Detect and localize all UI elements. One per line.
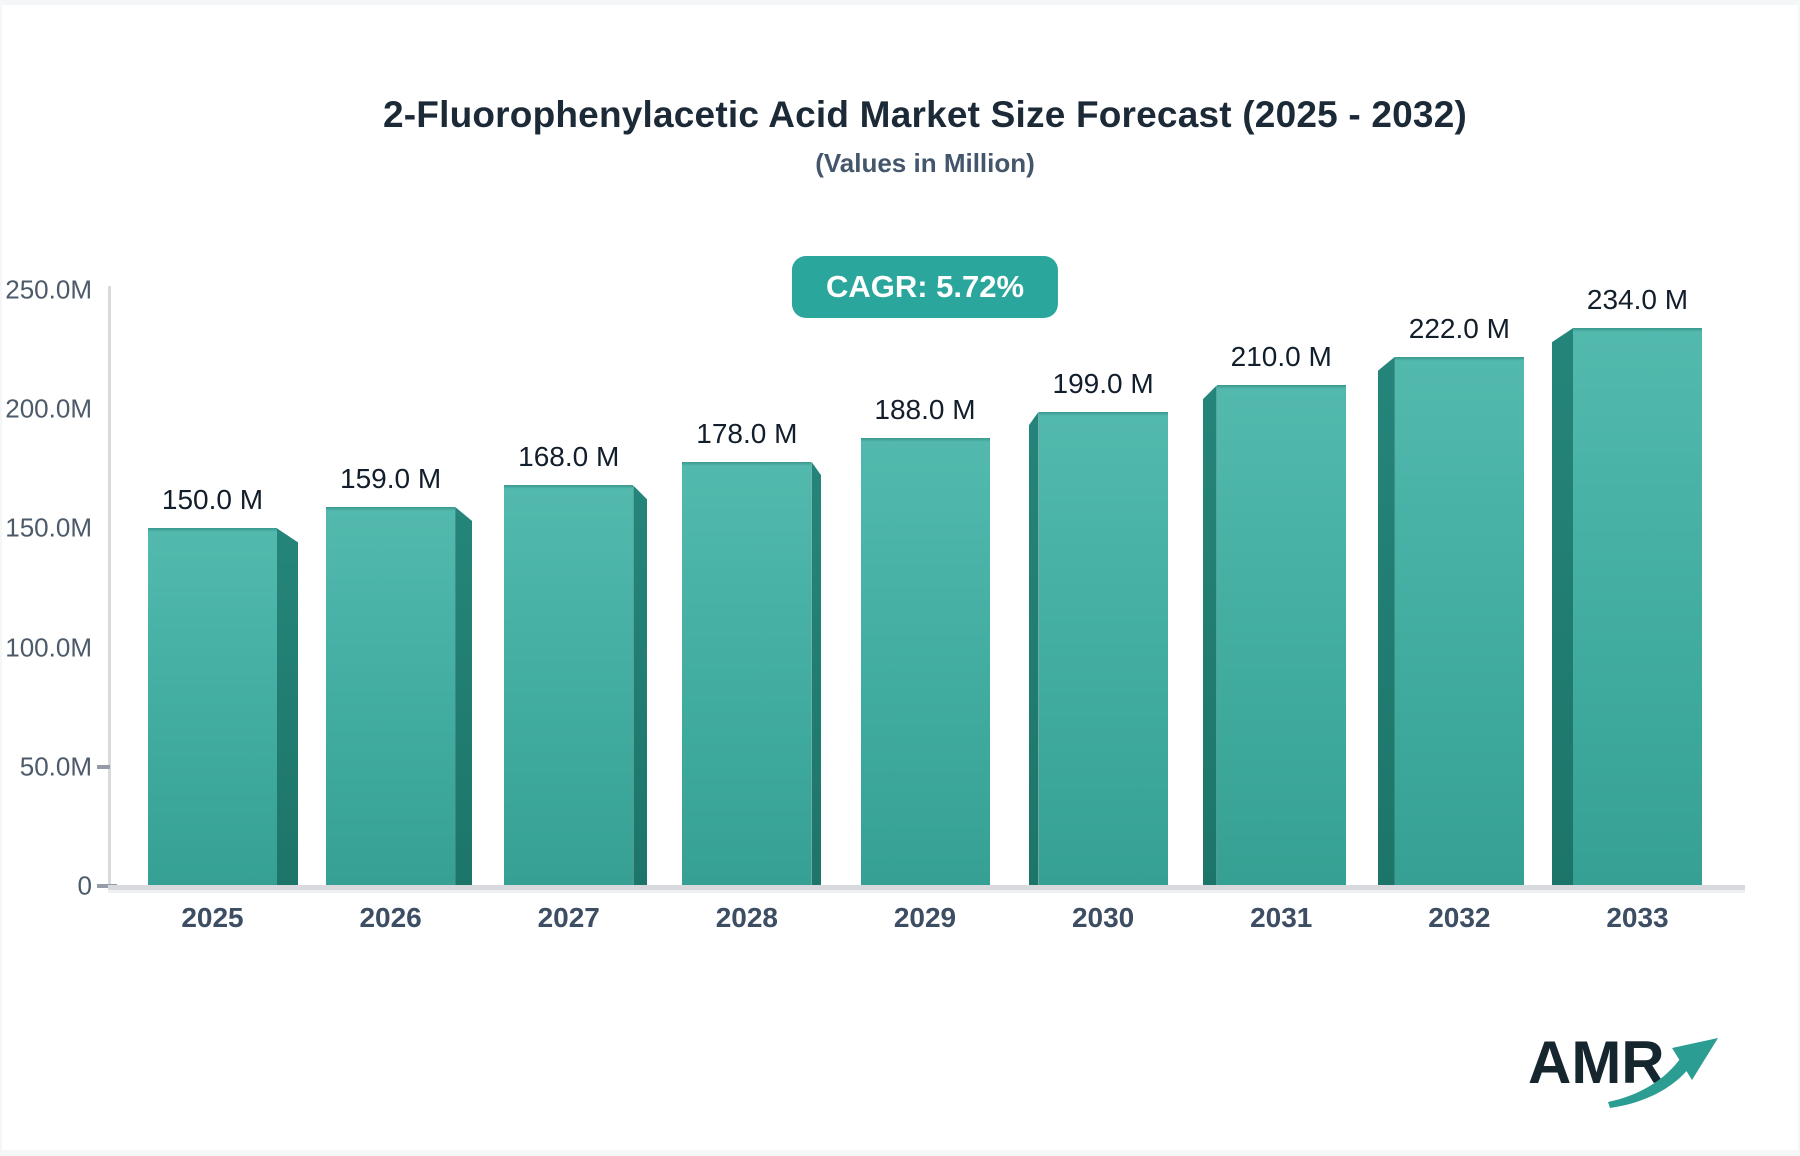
bar-face-2027 bbox=[504, 485, 634, 886]
y-tick-mark bbox=[97, 764, 110, 769]
x-axis-label: 2028 bbox=[715, 902, 779, 933]
bar-side bbox=[1028, 411, 1039, 886]
chart-subtitle: (Values in Million) bbox=[815, 148, 1035, 178]
frame-edge-right bbox=[1798, 0, 1800, 1156]
frame-edge-bottom bbox=[0, 1150, 1800, 1156]
bar-side bbox=[811, 461, 822, 886]
bar-face-2032 bbox=[1394, 356, 1524, 886]
bar-face-2029 bbox=[860, 437, 990, 886]
bar-side bbox=[455, 506, 473, 886]
y-tick-label: 200.0M bbox=[5, 393, 92, 424]
x-axis-shadow bbox=[108, 890, 1745, 893]
bar-value-label: 150.0 M bbox=[161, 484, 264, 516]
chart-title: 2-Fluorophenylacetic Acid Market Size Fo… bbox=[382, 94, 1468, 135]
bar-value-label: 178.0 M bbox=[696, 417, 798, 449]
cagr-badge: CAGR: 5.72% bbox=[791, 256, 1059, 318]
y-tick-label: 150.0M bbox=[5, 512, 92, 543]
y-tick-label: 0 bbox=[77, 870, 92, 901]
frame-edge-left bbox=[0, 0, 2, 1156]
logo-arrow-icon bbox=[1608, 1038, 1718, 1108]
frame-edge-top bbox=[0, 0, 1800, 5]
bar-side bbox=[277, 528, 298, 886]
logo-text: AMR bbox=[1528, 1029, 1665, 1096]
bar-side bbox=[1202, 385, 1217, 886]
bar-face-2025 bbox=[148, 528, 277, 886]
bar-value-label: 188.0 M bbox=[874, 393, 976, 425]
x-axis-label: 2025 bbox=[181, 902, 244, 933]
x-axis-label: 2030 bbox=[1071, 902, 1135, 933]
bar-face-2028 bbox=[682, 461, 812, 886]
bar-value-label: 222.0 M bbox=[1408, 312, 1510, 344]
bar-value-label: 234.0 M bbox=[1586, 284, 1689, 316]
x-axis-label: 2027 bbox=[537, 902, 600, 933]
x-axis-label: 2031 bbox=[1250, 902, 1313, 933]
y-axis-line bbox=[108, 286, 111, 888]
y-tick-label: 100.0M bbox=[5, 632, 92, 663]
y-tick-label: 250.0M bbox=[5, 274, 92, 305]
bar-value-label: 210.0 M bbox=[1230, 341, 1332, 373]
bar-face-2033 bbox=[1573, 328, 1702, 886]
x-axis-label: 2029 bbox=[893, 902, 957, 933]
bar-side bbox=[633, 485, 648, 886]
y-tick-label: 50.0M bbox=[19, 751, 92, 782]
x-axis-label: 2033 bbox=[1606, 902, 1669, 933]
x-axis-label: 2026 bbox=[359, 902, 422, 933]
logo: AMR bbox=[1528, 1028, 1738, 1128]
y-tick-mark bbox=[97, 884, 117, 888]
bar-value-label: 168.0 M bbox=[518, 441, 620, 473]
bar-face-2030 bbox=[1038, 411, 1168, 886]
x-axis-line bbox=[108, 885, 1745, 890]
bar-side bbox=[1377, 356, 1395, 886]
bar-side bbox=[1552, 328, 1573, 886]
bar-value-label: 199.0 M bbox=[1052, 367, 1154, 399]
bar-value-label: 159.0 M bbox=[340, 462, 442, 494]
bar-face-2031 bbox=[1216, 385, 1346, 886]
x-axis-label: 2032 bbox=[1428, 902, 1491, 933]
bar-face-2026 bbox=[326, 506, 456, 886]
